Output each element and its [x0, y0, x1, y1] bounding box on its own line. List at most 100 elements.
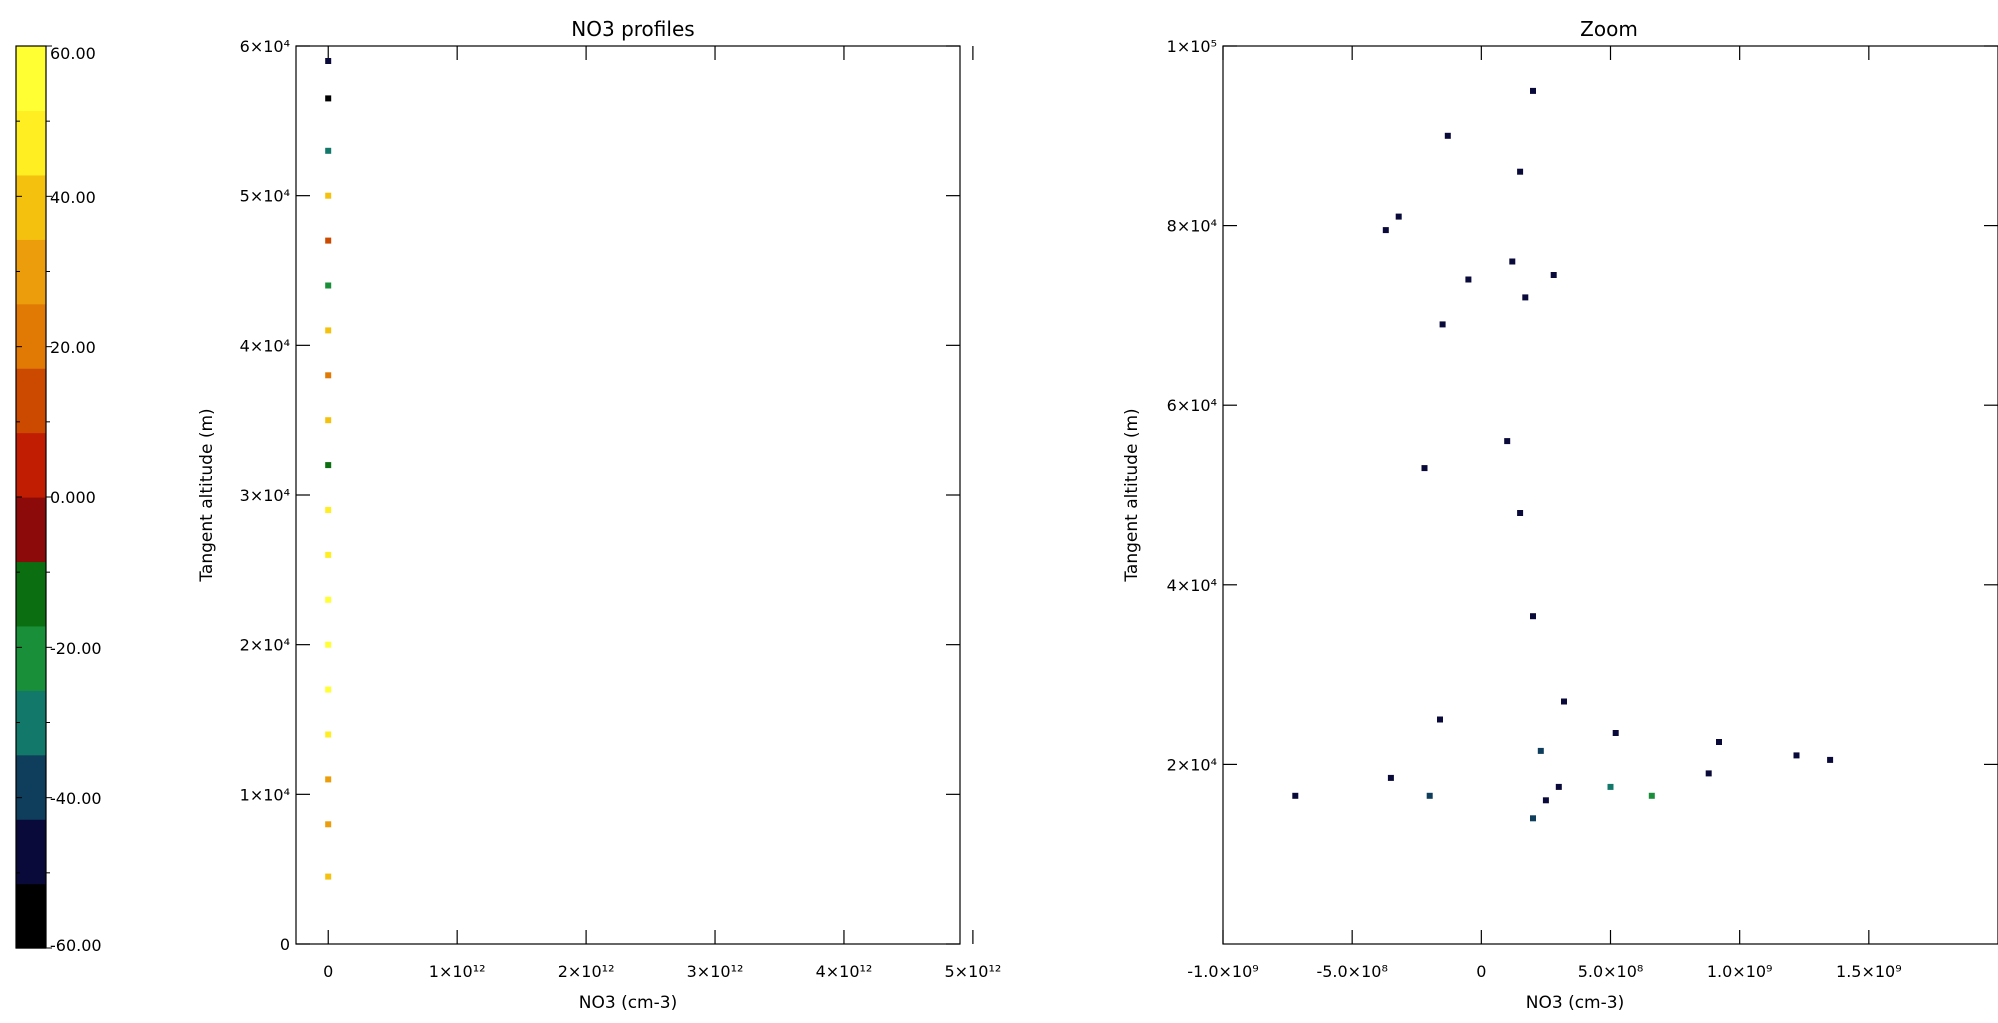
data-point [1648, 792, 1655, 799]
plot2-frame [1222, 45, 1998, 945]
colorbar-band [16, 883, 46, 949]
plot1-y-tick-labels: 0 1×10⁴ 2×10⁴ 3×10⁴ 4×10⁴ 5×10⁴ 6×10⁴ [240, 37, 290, 954]
data-point [1426, 792, 1433, 799]
data-point [1504, 438, 1511, 445]
x-tick-label: 5.0×10⁸ [1578, 962, 1644, 981]
y-tick-label: 0 [280, 935, 290, 954]
colorbar-label-20: 20.00 [50, 338, 96, 357]
colorbar-label-m20: -20.00 [50, 639, 102, 658]
data-point [1395, 213, 1402, 220]
y-tick-label: 4×10⁴ [240, 336, 290, 355]
x-tick-label: 0 [323, 962, 333, 981]
y-tick-label: 4×10⁴ [1167, 576, 1217, 595]
data-point [325, 873, 332, 880]
colorbar-band [16, 690, 46, 756]
data-point [1530, 815, 1536, 822]
plot1-frame [295, 45, 961, 945]
plot2-title: Zoom [1580, 17, 1638, 41]
data-point [1517, 510, 1524, 516]
data-point [325, 282, 332, 289]
data-point [1705, 770, 1712, 777]
colorbar-band [16, 303, 46, 369]
x-tick-label: 1.5×10⁹ [1836, 962, 1902, 981]
plot1-title: NO3 profiles [571, 17, 694, 41]
data-point [1561, 698, 1567, 705]
data-point [1530, 87, 1536, 94]
plot2-ticks [1222, 45, 1998, 944]
colorbar-band [16, 625, 46, 691]
plot-zoom: Zoom -1.0×10⁹ -5.0×10⁸ 0 5.0×10⁸ 1.0×10⁹ 1.5×… [1122, 17, 1998, 1013]
plot2-y-tick-labels: 2×10⁴ 4×10⁴ 6×10⁴ 8×10⁴ 1×10⁵ [1167, 37, 1217, 774]
data-point [1382, 227, 1389, 234]
data-point [1827, 756, 1834, 763]
colorbar-band [16, 819, 46, 885]
data-point [325, 192, 332, 199]
data-point [325, 462, 332, 469]
data-point [1542, 797, 1549, 804]
plot-no3-profiles: NO3 profiles 0 1×10¹² 2×10¹² 3×10¹² 4×10¹² 5×… [197, 17, 1001, 1013]
colorbar-band [16, 174, 46, 240]
data-point [325, 551, 332, 558]
y-tick-label: 1×10⁴ [240, 785, 290, 804]
y-tick-label: 6×10⁴ [1167, 396, 1217, 415]
x-tick-label: 1×10¹² [429, 962, 486, 981]
colorbar-ticks [16, 45, 52, 949]
colorbar-label-m40: -40.00 [50, 789, 102, 808]
y-tick-label: 2×10⁴ [240, 636, 290, 655]
y-tick-label: 1×10⁵ [1167, 37, 1217, 56]
data-point [1437, 716, 1443, 723]
data-point [1387, 774, 1394, 781]
data-point [1607, 783, 1614, 790]
data-point [325, 147, 332, 154]
x-tick-label: -5.0×10⁸ [1316, 962, 1387, 981]
colorbar-label-40: 40.00 [50, 188, 96, 207]
data-point [325, 731, 332, 738]
data-point [325, 507, 332, 513]
data-point [325, 641, 332, 648]
data-point [1793, 752, 1800, 759]
data-point [1555, 783, 1562, 790]
data-point [1537, 747, 1544, 754]
data-point [1509, 258, 1516, 265]
x-tick-label: 3×10¹² [687, 962, 744, 981]
plot1-xlabel: NO3 (cm-3) [579, 993, 677, 1013]
plot1-x-tick-labels: 0 1×10¹² 2×10¹² 3×10¹² 4×10¹² 5×10¹² [323, 962, 1001, 981]
colorbar-band [16, 239, 46, 305]
plot1-ylabel: Tangent altitude (m) [197, 408, 217, 582]
colorbar: 60.00 40.00 20.00 0.000 -20.00 -40.00 -6… [15, 44, 102, 955]
data-point [1550, 272, 1557, 278]
data-point [325, 372, 332, 379]
plot2-x-tick-labels: -1.0×10⁹ -5.0×10⁸ 0 5.0×10⁸ 1.0×10⁹ 1.5×10⁹ [1187, 962, 1901, 981]
colorbar-bands [16, 46, 46, 949]
data-point [325, 327, 332, 334]
x-tick-label: 5×10¹² [945, 962, 1002, 981]
y-tick-label: 5×10⁴ [240, 187, 290, 206]
data-point [1292, 792, 1299, 799]
data-point [325, 237, 332, 244]
y-tick-label: 2×10⁴ [1167, 755, 1217, 774]
data-point [1612, 730, 1619, 736]
x-tick-label: 1.0×10⁹ [1707, 962, 1773, 981]
data-point [1439, 321, 1446, 328]
x-tick-label: 0 [1476, 962, 1486, 981]
data-point [1517, 168, 1524, 175]
x-tick-label: 2×10¹² [558, 962, 615, 981]
colorbar-band [16, 432, 46, 498]
plot1-ticks [296, 45, 974, 945]
colorbar-label-0: 0.000 [50, 488, 96, 507]
plot2-points [1292, 87, 1834, 822]
plot2-ylabel: Tangent altitude (m) [1122, 408, 1142, 582]
colorbar-band [16, 368, 46, 434]
x-tick-label: 4×10¹² [816, 962, 873, 981]
data-point [325, 776, 332, 783]
data-point [325, 596, 332, 603]
colorbar-band [16, 497, 46, 563]
data-point [325, 95, 332, 102]
data-point [1421, 465, 1428, 472]
data-point [1444, 132, 1451, 139]
y-tick-label: 6×10⁴ [240, 37, 290, 56]
colorbar-band [16, 46, 46, 112]
colorbar-label-m60: -60.00 [50, 936, 102, 955]
y-tick-label: 3×10⁴ [240, 486, 290, 505]
